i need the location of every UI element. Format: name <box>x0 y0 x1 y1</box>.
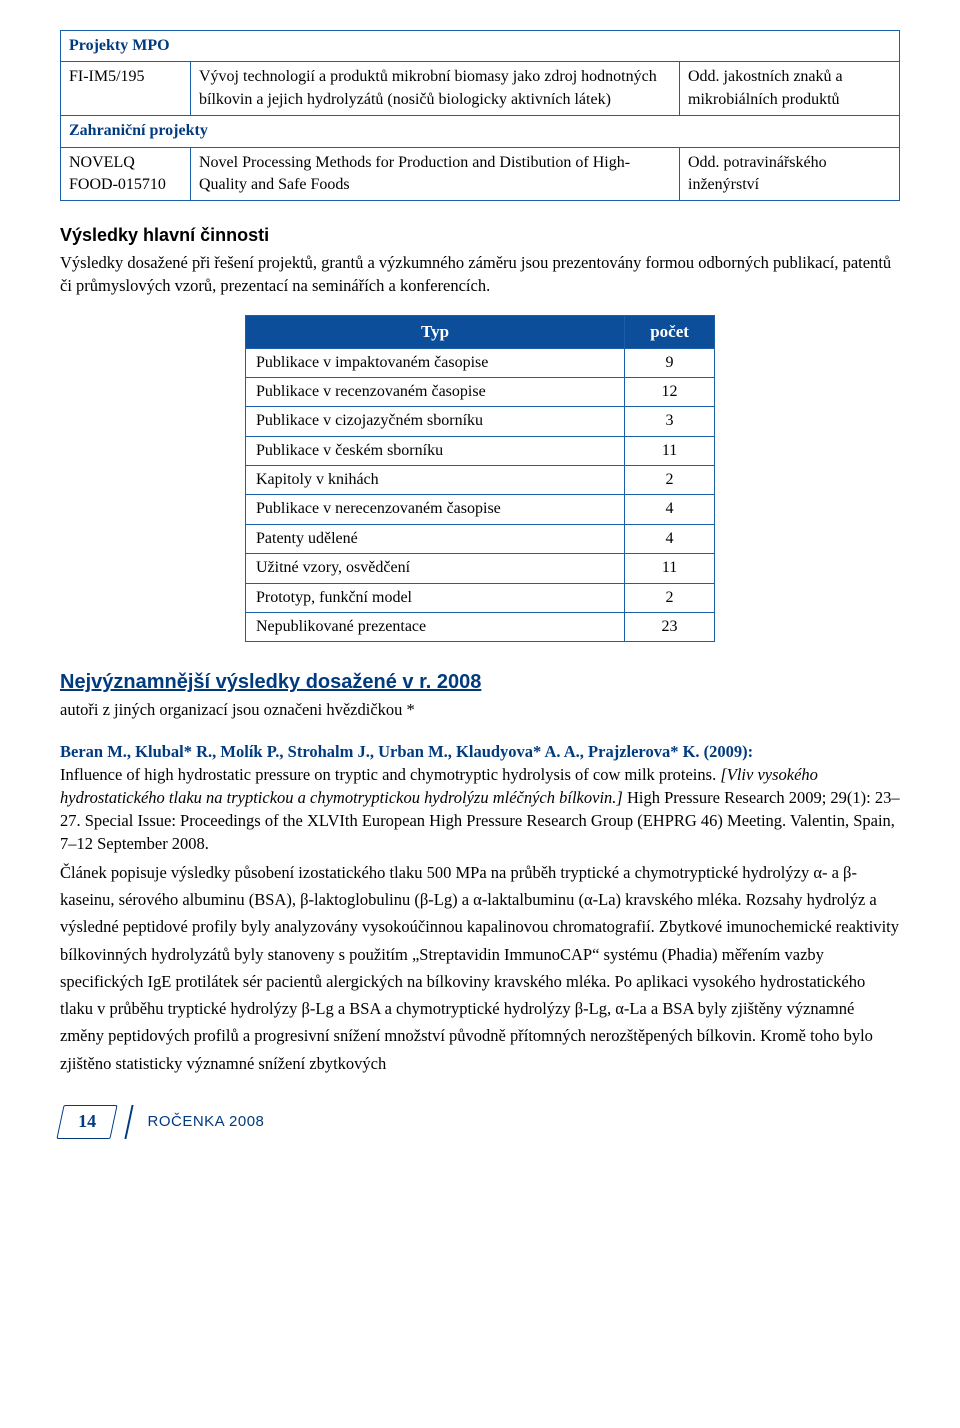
citation-authors: Beran M., Klubal* R., Molík P., Strohalm… <box>60 740 900 763</box>
stats-row: Publikace v nerecenzovaném časopise4 <box>246 495 715 524</box>
page-number-badge: 14 <box>56 1105 117 1139</box>
projects-mpo-header: Projekty MPO <box>61 31 900 62</box>
stats-count: 4 <box>625 524 715 553</box>
stats-count: 12 <box>625 377 715 406</box>
stats-row: Publikace v cizojazyčném sborníku3 <box>246 407 715 436</box>
project-code-line: FOOD-015710 <box>69 176 166 193</box>
stats-label: Publikace v nerecenzovaném časopise <box>246 495 625 524</box>
results-paragraph: Výsledky dosažené při řešení projektů, g… <box>60 251 900 297</box>
foreign-projects-header: Zahraniční projekty <box>61 116 900 147</box>
stats-label: Publikace v cizojazyčném sborníku <box>246 407 625 436</box>
citation-title-en: Influence of high hydrostatic pressure o… <box>60 765 716 784</box>
stats-row: Publikace v recenzovaném časopise12 <box>246 377 715 406</box>
project-department: Odd. jakostních znaků a mikrobiálních pr… <box>680 62 900 116</box>
project-description: Vývoj technologií a produktů mikrobní bi… <box>191 62 680 116</box>
projects-table: Projekty MPO FI-IM5/195 Vývoj technologi… <box>60 30 900 201</box>
stats-row: Kapitoly v knihách2 <box>246 466 715 495</box>
stats-count: 4 <box>625 495 715 524</box>
stats-count: 23 <box>625 613 715 642</box>
stats-label: Užitné vzory, osvědčení <box>246 554 625 583</box>
highlights-subtitle: autoři z jiných organizací jsou označeni… <box>60 698 900 721</box>
stats-row: Užitné vzory, osvědčení11 <box>246 554 715 583</box>
stats-count: 2 <box>625 466 715 495</box>
project-department: Odd. potravinářského inženýrství <box>680 147 900 201</box>
stats-row: Patenty udělené4 <box>246 524 715 553</box>
project-code: NOVELQ FOOD-015710 <box>61 147 191 201</box>
stats-label: Publikace v recenzovaném časopise <box>246 377 625 406</box>
yearbook-label: ROČENKA 2008 <box>148 1111 265 1132</box>
stats-header-count: počet <box>625 315 715 348</box>
page-footer: 14 ROČENKA 2008 <box>60 1105 900 1139</box>
stats-header-type: Typ <box>246 315 625 348</box>
footer-divider <box>124 1105 133 1139</box>
stats-row: Publikace v českém sborníku11 <box>246 436 715 465</box>
results-heading: Výsledky hlavní činnosti <box>60 223 900 248</box>
stats-label: Kapitoly v knihách <box>246 466 625 495</box>
stats-row: Prototyp, funkční model2 <box>246 583 715 612</box>
citation-block: Influence of high hydrostatic pressure o… <box>60 763 900 855</box>
stats-count: 11 <box>625 554 715 583</box>
stats-label: Publikace v impaktovaném časopise <box>246 348 625 377</box>
project-code-line: NOVELQ <box>69 154 135 171</box>
stats-count: 9 <box>625 348 715 377</box>
stats-label: Prototyp, funkční model <box>246 583 625 612</box>
stats-table: Typ počet Publikace v impaktovaném časop… <box>245 315 715 643</box>
citation-body: Článek popisuje výsledky působení izosta… <box>60 859 900 1077</box>
project-code: FI-IM5/195 <box>61 62 191 116</box>
highlights-heading: Nejvýznamnější výsledky dosažené v r. 20… <box>60 668 900 696</box>
page-number: 14 <box>78 1109 96 1134</box>
stats-label: Publikace v českém sborníku <box>246 436 625 465</box>
project-description: Novel Processing Methods for Production … <box>191 147 680 201</box>
stats-count: 11 <box>625 436 715 465</box>
stats-row: Publikace v impaktovaném časopise9 <box>246 348 715 377</box>
stats-row: Nepublikované prezentace23 <box>246 613 715 642</box>
stats-count: 2 <box>625 583 715 612</box>
stats-label: Patenty udělené <box>246 524 625 553</box>
stats-label: Nepublikované prezentace <box>246 613 625 642</box>
project-row: FI-IM5/195 Vývoj technologií a produktů … <box>61 62 900 116</box>
project-row: NOVELQ FOOD-015710 Novel Processing Meth… <box>61 147 900 201</box>
stats-count: 3 <box>625 407 715 436</box>
